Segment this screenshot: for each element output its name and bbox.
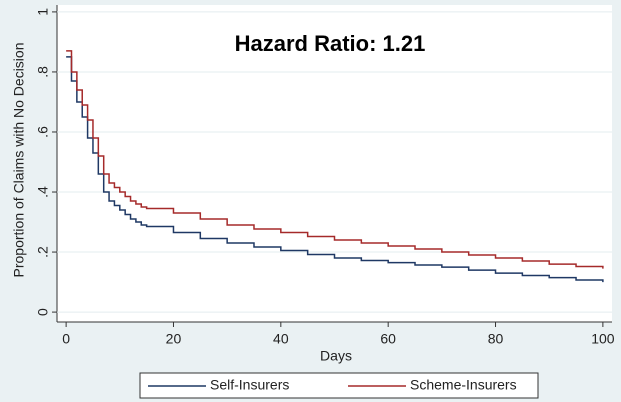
x-axis-label: Days [320,348,352,364]
x-tick-label: 60 [380,331,396,347]
plot-area [57,5,612,322]
x-tick-label: 100 [591,331,615,347]
legend-label: Scheme-Insurers [410,377,517,393]
legend-label: Self-Insurers [210,377,289,393]
y-tick-label: 1 [35,8,51,16]
annotation: Hazard Ratio: 1.21 [235,31,426,56]
y-tick-label: .4 [35,186,51,198]
y-tick-label: .6 [35,126,51,138]
x-tick-label: 40 [273,331,289,347]
y-tick-label: .2 [35,246,51,258]
y-tick-label: 0 [35,308,51,316]
y-tick-label: .8 [35,66,51,78]
x-tick-label: 0 [62,331,70,347]
y-axis-label: Proportion of Claims with No Decision [11,43,27,278]
survival-line [66,50,604,269]
x-tick-label: 20 [166,331,182,347]
x-tick-label: 80 [488,331,504,347]
legend [139,372,539,399]
survival-line [66,56,604,283]
